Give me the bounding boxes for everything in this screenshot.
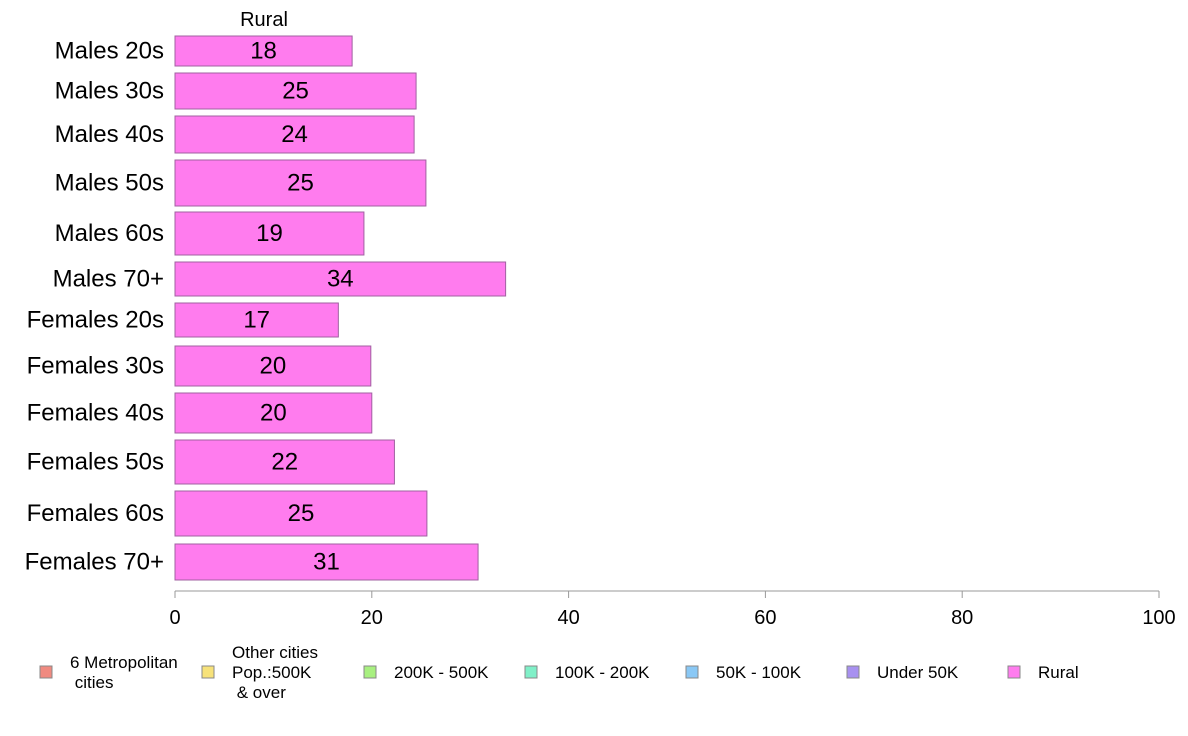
data-label: 34 <box>327 266 354 293</box>
category-label: Males 30s <box>55 78 164 105</box>
bars-group: Males 20s 18 Males 30s 25 Males 40s 24 Males 5… <box>25 35 507 581</box>
legend-label: 200K - 500K <box>394 663 489 682</box>
bar <box>174 261 507 297</box>
bar <box>174 35 353 67</box>
data-label: 17 <box>243 307 270 334</box>
data-label: 25 <box>282 78 309 105</box>
data-label: 25 <box>288 500 315 527</box>
legend-label: Under 50K <box>877 663 959 682</box>
bar <box>174 211 365 256</box>
legend-swatch <box>685 665 699 679</box>
legend-swatch <box>846 665 860 679</box>
data-label: 31 <box>313 549 340 576</box>
panel-title: Rural <box>240 9 288 31</box>
data-label: 20 <box>260 400 287 427</box>
bar <box>174 490 428 537</box>
x-axis: 0 20 40 60 80 100 <box>169 590 1176 629</box>
x-tick-label: 20 <box>361 607 383 629</box>
legend-swatch <box>39 665 53 679</box>
data-label: 20 <box>260 353 287 380</box>
data-label: 25 <box>287 170 314 197</box>
legend-label: Other cities Pop.:500K & over <box>232 643 318 702</box>
category-label: Females 50s <box>27 449 164 476</box>
bar <box>174 392 373 434</box>
legend-swatch <box>524 665 538 679</box>
bar <box>174 543 479 581</box>
legend-swatch <box>363 665 377 679</box>
bar <box>174 345 372 387</box>
x-tick-label: 60 <box>754 607 776 629</box>
x-tick-label: 0 <box>169 607 180 629</box>
legend-swatch <box>1007 665 1021 679</box>
category-label: Females 30s <box>27 353 164 380</box>
category-label: Males 50s <box>55 170 164 197</box>
category-label: Females 60s <box>27 500 164 527</box>
data-label: 22 <box>271 449 298 476</box>
legend-label: Rural <box>1038 663 1079 682</box>
category-label: Males 40s <box>55 121 164 148</box>
legend: 6 Metropolitan cities Other cities Pop.:50… <box>39 643 1079 702</box>
category-label: Females 40s <box>27 400 164 427</box>
category-label: Males 20s <box>55 38 164 65</box>
legend-swatch <box>201 665 215 679</box>
bar <box>174 159 427 207</box>
data-label: 19 <box>256 220 283 247</box>
data-label: 24 <box>281 121 308 148</box>
data-label: 18 <box>250 38 277 65</box>
legend-label: 100K - 200K <box>555 663 650 682</box>
category-label: Males 70+ <box>53 266 164 293</box>
bar <box>174 302 339 338</box>
legend-label: 50K - 100K <box>716 663 802 682</box>
category-label: Females 70+ <box>25 549 164 576</box>
x-tick-label: 100 <box>1142 607 1175 629</box>
legend-label: 6 Metropolitan cities <box>70 653 178 692</box>
bar <box>174 72 417 110</box>
category-label: Males 60s <box>55 220 164 247</box>
bar <box>174 115 415 154</box>
category-label: Females 20s <box>27 307 164 334</box>
bar <box>174 439 395 485</box>
x-tick-label: 40 <box>557 607 579 629</box>
x-tick-label: 80 <box>951 607 973 629</box>
